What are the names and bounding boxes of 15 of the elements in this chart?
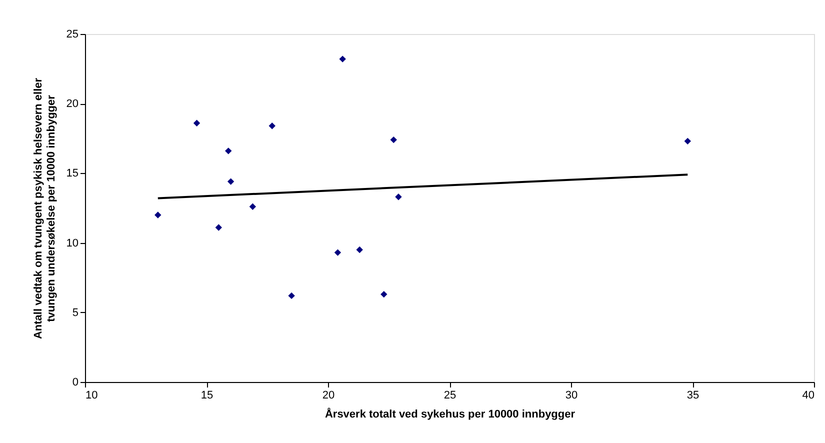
x-axis-title: Årsverk totalt ved sykehus per 10000 innbygger: [324, 408, 576, 420]
y-tick-label: 15: [66, 168, 78, 180]
x-tick-label: 15: [200, 390, 214, 402]
y-tick-label: 10: [66, 237, 78, 250]
x-tick-label: 10: [86, 390, 98, 402]
y-tick-label: 20: [66, 98, 78, 110]
x-tick-label: 40: [802, 390, 814, 402]
x-tick-label: 25: [444, 390, 456, 402]
y-axis-title: Antall vedtak om tvungent psykisk helsevern eller tvungen undersøkelse per 10000 innbygger: [32, 77, 58, 340]
y-tick-label: 0: [72, 376, 78, 388]
x-tick-label: 30: [565, 390, 578, 402]
y-tick-label: 25: [66, 28, 78, 40]
x-tick-label: 35: [686, 390, 700, 402]
x-tick-label: 20: [322, 390, 335, 402]
y-tick-label: 5: [72, 306, 78, 319]
